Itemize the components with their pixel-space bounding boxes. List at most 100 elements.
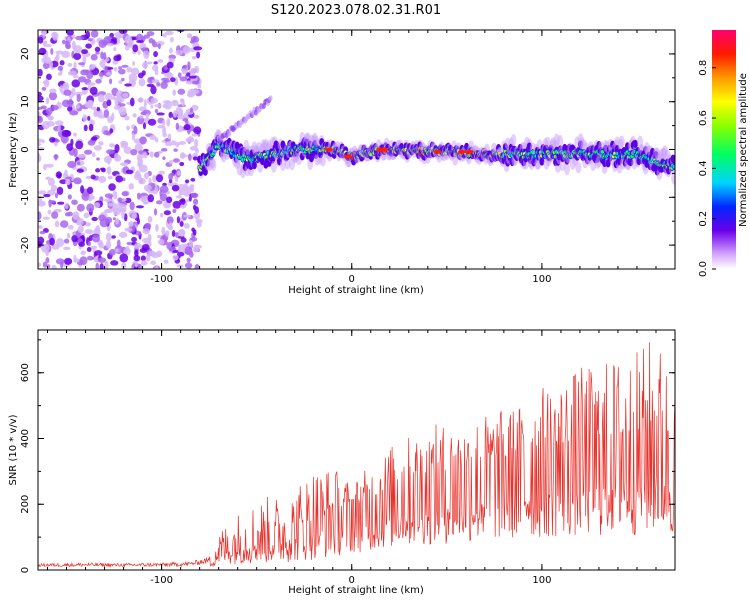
- heatmap-noise-cell: [38, 138, 43, 143]
- heatmap-noise-cell: [71, 235, 78, 243]
- heatmap-noise-cell: [41, 86, 47, 91]
- heatmap-noise-cell: [61, 39, 66, 45]
- heatmap-ridge-cell: [279, 158, 286, 171]
- heatmap-noise-cell: [171, 101, 179, 107]
- heatmap-noise-cell: [46, 120, 55, 127]
- heatmap-noise-cell: [108, 248, 116, 256]
- heatmap-noise-cell: [142, 152, 148, 159]
- heatmap-noise-cell: [146, 83, 155, 88]
- heatmap-noise-cell: [182, 46, 191, 54]
- heatmap-ridge-cell: [270, 160, 277, 173]
- heatmap-noise-cell: [67, 70, 77, 76]
- colorbar-tick-label: 0.8: [698, 60, 709, 76]
- heatmap-noise-cell: [159, 193, 168, 202]
- heatmap-noise-cell: [111, 112, 115, 121]
- heatmap-noise-cell: [134, 143, 143, 153]
- heatmap-noise-cell: [80, 185, 85, 194]
- heatmap-noise-cell: [139, 136, 147, 145]
- heatmap-noise-cell: [162, 33, 167, 38]
- colorbar-gradient: [712, 30, 736, 269]
- heatmap-noise-cell: [172, 89, 177, 96]
- heatmap-noise-cell: [142, 227, 151, 235]
- heatmap-noise-cell: [143, 49, 150, 59]
- heatmap-noise-cell: [159, 212, 164, 218]
- heatmap-noise-cell: [161, 147, 168, 152]
- heatmap-noise-cell: [121, 191, 129, 197]
- heatmap-noise-cell: [129, 201, 135, 211]
- heatmap-peak-cell: [433, 149, 442, 154]
- heatmap-noise-cell: [130, 149, 138, 156]
- heatmap-noise-cell: [121, 77, 125, 82]
- heatmap-noise-cell: [80, 250, 86, 256]
- colorbar-tick-label: 0.6: [698, 110, 709, 126]
- heatmap-noise-cell: [64, 202, 69, 210]
- heatmap-noise-cell: [63, 246, 71, 251]
- heatmap-noise-cell: [124, 227, 133, 232]
- heatmap-noise-cell: [87, 241, 91, 247]
- heatmap-noise-cell: [55, 258, 65, 265]
- heatmap-noise-cell: [132, 61, 136, 66]
- heatmap-noise-cell: [140, 260, 148, 266]
- heatmap-ridge-cell: [544, 136, 551, 149]
- heatmap-noise-cell: [90, 174, 96, 180]
- heatmap-noise-cell: [94, 250, 103, 256]
- heatmap-noise-cell: [65, 178, 71, 186]
- heatmap-noise-cell: [190, 192, 199, 199]
- heatmap-noise-cell: [114, 98, 119, 106]
- heatmap-noise-cell: [137, 97, 144, 103]
- heatmap-noise-cell: [104, 198, 113, 202]
- heatmap-noise-cell: [105, 71, 113, 76]
- heatmap-noise-cell: [189, 251, 194, 258]
- heatmap-noise-cell: [168, 159, 174, 165]
- heatmap-noise-cell: [138, 78, 146, 87]
- heatmap-noise-cell: [131, 213, 137, 219]
- heatmap-noise-cell: [172, 200, 182, 209]
- heatmap-noise-cell: [113, 47, 117, 52]
- heatmap-noise-cell: [67, 224, 74, 230]
- heatmap-noise-cell: [77, 218, 84, 226]
- heatmap-noise-cell: [99, 59, 106, 68]
- heatmap-noise-cell: [161, 226, 166, 236]
- heatmap-noise-cell: [83, 212, 90, 219]
- heatmap-noise-cell: [176, 170, 181, 176]
- heatmap-ridge-cell: [605, 159, 611, 168]
- snr-panel: -100 0 100 0 200 400 600 Height of straight li…: [8, 329, 676, 596]
- heatmap-noise-cell: [114, 152, 120, 161]
- heatmap-noise-cell: [137, 72, 144, 79]
- spectrogram-ylabel: Frequency (Hz): [8, 112, 19, 188]
- heatmap-noise-cell: [132, 44, 139, 53]
- snr-ylabel: SNR (10 * v/v): [8, 414, 19, 485]
- heatmap-noise-cell: [158, 170, 165, 175]
- heatmap-noise-cell: [189, 67, 196, 76]
- heatmap-noise-cell: [49, 237, 55, 246]
- heatmap-noise-cell: [156, 82, 161, 87]
- heatmap-noise-cell: [119, 231, 128, 238]
- colorbar-label: Normalized spectral amplitude: [738, 73, 749, 227]
- heatmap-noise-cell: [153, 61, 158, 65]
- heatmap-noise-cell: [135, 205, 145, 209]
- heatmap-noise-cell: [157, 59, 164, 63]
- heatmap-noise-cell: [184, 262, 193, 269]
- heatmap-noise-cell: [186, 72, 191, 77]
- heatmap-noise-cell: [109, 128, 114, 134]
- heatmap-noise-cell: [123, 213, 128, 222]
- heatmap-noise-cell: [96, 106, 101, 112]
- snr-series-line: [38, 342, 675, 568]
- heatmap-noise-cell: [172, 255, 179, 261]
- heatmap-noise-cell: [99, 263, 104, 269]
- snr-xtick-label: 0: [349, 575, 355, 586]
- heatmap-noise-cell: [92, 152, 96, 158]
- heatmap-noise-cell: [103, 109, 110, 118]
- heatmap-noise-cell: [54, 120, 64, 126]
- heatmap-noise-cell: [137, 263, 143, 269]
- heatmap-noise-cell: [98, 242, 104, 249]
- spectrogram-ytick-label: -20: [20, 237, 31, 253]
- heatmap-noise-cell: [140, 111, 148, 116]
- heatmap-noise-cell: [61, 99, 71, 108]
- heatmap-noise-cell: [176, 216, 181, 224]
- heatmap-noise-cell: [157, 43, 161, 50]
- heatmap-noise-cell: [152, 175, 157, 183]
- heatmap-noise-cell: [114, 104, 121, 111]
- heatmap-noise-cell: [190, 185, 195, 193]
